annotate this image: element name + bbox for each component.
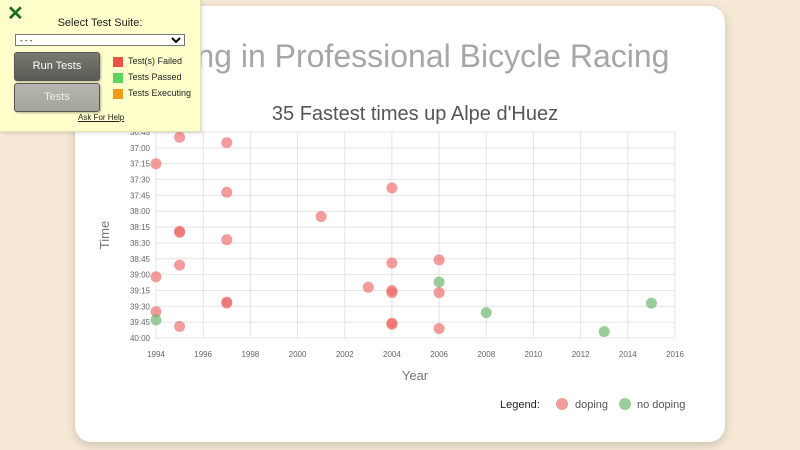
legend-title: Legend: — [500, 399, 540, 411]
status-failed: Test(s) Failed — [113, 56, 182, 68]
y-axis-label: Time — [97, 221, 112, 249]
status-executing: Tests Executing — [113, 88, 191, 100]
tests-button[interactable]: Tests — [14, 83, 100, 112]
x-tick-label: 2008 — [477, 350, 495, 359]
test-suite-select[interactable]: - - - — [15, 34, 185, 46]
legend-no-doping-marker — [619, 398, 631, 410]
x-tick-label: 2006 — [430, 350, 448, 359]
x-axis-label: Year — [402, 368, 429, 383]
no-doping-point — [645, 297, 657, 309]
page-title: Doping in Professional Bicycle Racing — [130, 38, 670, 74]
status-passed-label: Tests Passed — [128, 72, 182, 82]
y-tick-label: 36:45 — [130, 128, 151, 137]
status-executing-label: Tests Executing — [128, 88, 192, 98]
run-tests-button[interactable]: Run Tests — [14, 52, 100, 81]
x-tick-label: 2012 — [572, 350, 590, 359]
y-tick-label: 39:45 — [130, 318, 151, 327]
x-tick-label: 2004 — [383, 350, 401, 359]
y-tick-label: 38:30 — [130, 239, 151, 248]
legend-no-doping-label: no doping — [637, 399, 685, 411]
doping-point — [221, 137, 233, 149]
doping-point — [433, 322, 445, 334]
close-icon[interactable]: ✕ — [7, 3, 24, 25]
ask-for-help-link[interactable]: Ask For Help — [78, 113, 125, 122]
status-passed: Tests Passed — [113, 72, 182, 84]
y-tick-label: 37:00 — [130, 144, 151, 153]
legend-doping-marker — [556, 398, 568, 410]
doping-point — [386, 182, 398, 194]
legend-doping-label: doping — [575, 399, 608, 411]
status-failed-label: Test(s) Failed — [128, 56, 183, 66]
no-doping-point — [480, 307, 492, 319]
doping-point — [174, 226, 186, 238]
y-tick-label: 37:15 — [130, 160, 151, 169]
chart-title: 35 Fastest times up Alpe d'Huez — [272, 103, 558, 125]
doping-point — [174, 131, 186, 143]
x-tick-label: 1994 — [147, 350, 165, 359]
failed-color-swatch — [113, 56, 123, 67]
doping-point — [433, 254, 445, 266]
plot-area — [155, 131, 676, 339]
x-tick-label: 2010 — [525, 350, 543, 359]
chart-card: Doping in Professional Bicycle Racing 35… — [75, 6, 725, 442]
y-tick-label: 40:00 — [130, 334, 151, 343]
doping-point — [174, 259, 186, 271]
x-tick-label: 2014 — [619, 350, 637, 359]
passed-color-swatch — [113, 72, 123, 83]
y-tick-label: 39:15 — [130, 286, 151, 295]
doping-point — [386, 287, 398, 299]
test-panel: ✕ Select Test Suite: - - - Run Tests Tes… — [0, 0, 201, 132]
scatter-chart: 35 Fastest times up Alpe d'Huez 1994 1996 1… — [97, 103, 685, 411]
doping-point — [362, 281, 374, 293]
doping-point — [433, 287, 445, 299]
x-tick-label: 1996 — [194, 350, 212, 359]
x-tick-label: 2000 — [289, 350, 307, 359]
x-tick-label: 2016 — [666, 350, 684, 359]
doping-point — [150, 271, 162, 283]
executing-color-swatch — [113, 88, 123, 99]
no-doping-point — [150, 314, 162, 326]
doping-point — [386, 318, 398, 330]
doping-point — [221, 297, 233, 309]
x-tick-label: 1998 — [241, 350, 259, 359]
x-tick-label: 2002 — [336, 350, 354, 359]
doping-point — [150, 306, 162, 318]
doping-point — [221, 234, 233, 246]
doping-point — [221, 186, 233, 198]
y-tick-label: 39:30 — [130, 302, 151, 311]
y-tick-label: 38:15 — [130, 223, 151, 232]
doping-point — [174, 320, 186, 332]
no-doping-point — [598, 326, 610, 338]
doping-point — [315, 211, 327, 223]
y-tick-label: 37:30 — [130, 176, 151, 185]
y-tick-label: 39:00 — [130, 271, 151, 280]
y-tick-label: 37:45 — [130, 191, 151, 200]
select-suite-label: Select Test Suite: — [57, 17, 143, 29]
y-tick-label: 38:00 — [130, 207, 151, 216]
doping-point — [150, 158, 162, 170]
doping-point — [386, 257, 398, 269]
y-tick-label: 38:45 — [130, 255, 151, 264]
no-doping-point — [433, 276, 445, 288]
